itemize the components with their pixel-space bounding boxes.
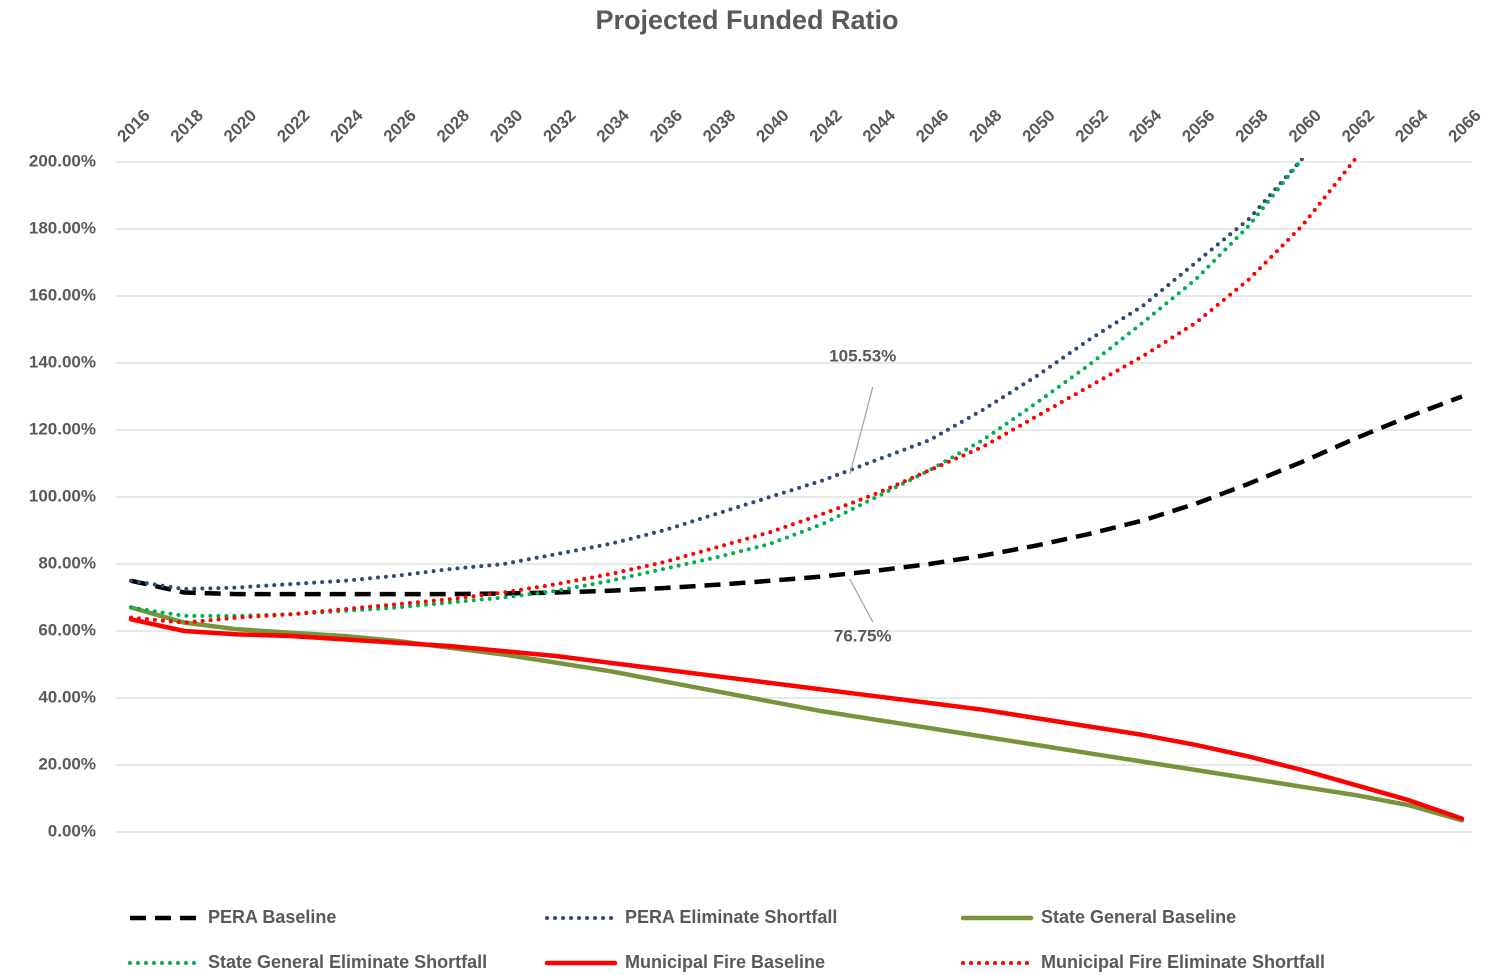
x-tick-label: 2062 (1338, 106, 1378, 146)
x-tick-label: 2064 (1391, 105, 1432, 146)
x-tick-label: 2030 (486, 106, 526, 146)
y-tick-label: 100.00% (29, 486, 96, 505)
grid: 0.00% 20.00% 40.00% 60.00% 80.00% 100.00% 120.… (29, 105, 1485, 840)
annotation-label: 76.75% (834, 626, 892, 645)
x-tick-label: 2040 (752, 106, 792, 146)
y-tick-label: 120.00% (29, 419, 96, 438)
x-tick-label: 2052 (1072, 106, 1112, 146)
y-tick-label: 160.00% (29, 285, 96, 304)
annotation-leader (849, 386, 874, 475)
overlay: 105.53% 76.75% PERA Baseline PERA Eliminate… (128, 346, 1325, 972)
x-tick-label: 2054 (1125, 105, 1166, 146)
series-line (129, 158, 1305, 592)
x-tick-label: 2066 (1445, 106, 1485, 146)
chart-title: Projected Funded Ratio (595, 5, 898, 35)
x-tick-label: 2046 (912, 106, 952, 146)
legend-label: State General Eliminate Shortfall (208, 952, 487, 972)
x-tick-label: 2026 (380, 106, 420, 146)
series-line (128, 617, 1465, 821)
y-tick-label: 40.00% (38, 687, 96, 706)
y-tick-label: 200.00% (29, 151, 96, 170)
x-tick-label: 2020 (220, 106, 260, 146)
x-tick-label: 2028 (433, 106, 473, 146)
x-tick-label: 2024 (327, 105, 368, 146)
x-tick-label: 2034 (593, 105, 634, 146)
legend-label: PERA Baseline (208, 907, 336, 927)
series-line (129, 158, 1305, 618)
y-tick-label: 60.00% (38, 620, 96, 639)
x-tick-label: 2016 (114, 106, 154, 146)
x-tick-label: 2044 (859, 105, 900, 146)
x-tick-label: 2018 (167, 106, 207, 146)
x-tick-label: 2022 (273, 106, 313, 146)
legend-label: Municipal Fire Eliminate Shortfall (1041, 952, 1325, 972)
x-tick-label: 2036 (646, 106, 686, 146)
y-tick-label: 140.00% (29, 352, 96, 371)
x-tick-label: 2032 (539, 106, 579, 146)
series-line (129, 158, 1358, 625)
annotation-label: 105.53% (829, 346, 896, 365)
y-tick-label: 0.00% (48, 821, 96, 840)
x-tick-label: 2038 (699, 106, 739, 146)
legend-label: State General Baseline (1041, 907, 1236, 927)
x-tick-label: 2048 (965, 106, 1005, 146)
x-tick-label: 2042 (806, 106, 846, 146)
series-line (128, 605, 1465, 823)
legend-label: PERA Eliminate Shortfall (625, 907, 837, 927)
y-tick-label: 20.00% (38, 754, 96, 773)
annotation-leader (849, 578, 874, 623)
y-tick-label: 180.00% (29, 218, 96, 237)
y-tick-label: 80.00% (38, 553, 96, 572)
x-tick-label: 2050 (1019, 106, 1059, 146)
plot-area (128, 158, 1465, 823)
legend-label: Municipal Fire Baseline (625, 952, 825, 972)
x-tick-label: 2060 (1285, 106, 1325, 146)
x-tick-label: 2056 (1178, 106, 1218, 146)
x-tick-label: 2058 (1232, 106, 1272, 146)
